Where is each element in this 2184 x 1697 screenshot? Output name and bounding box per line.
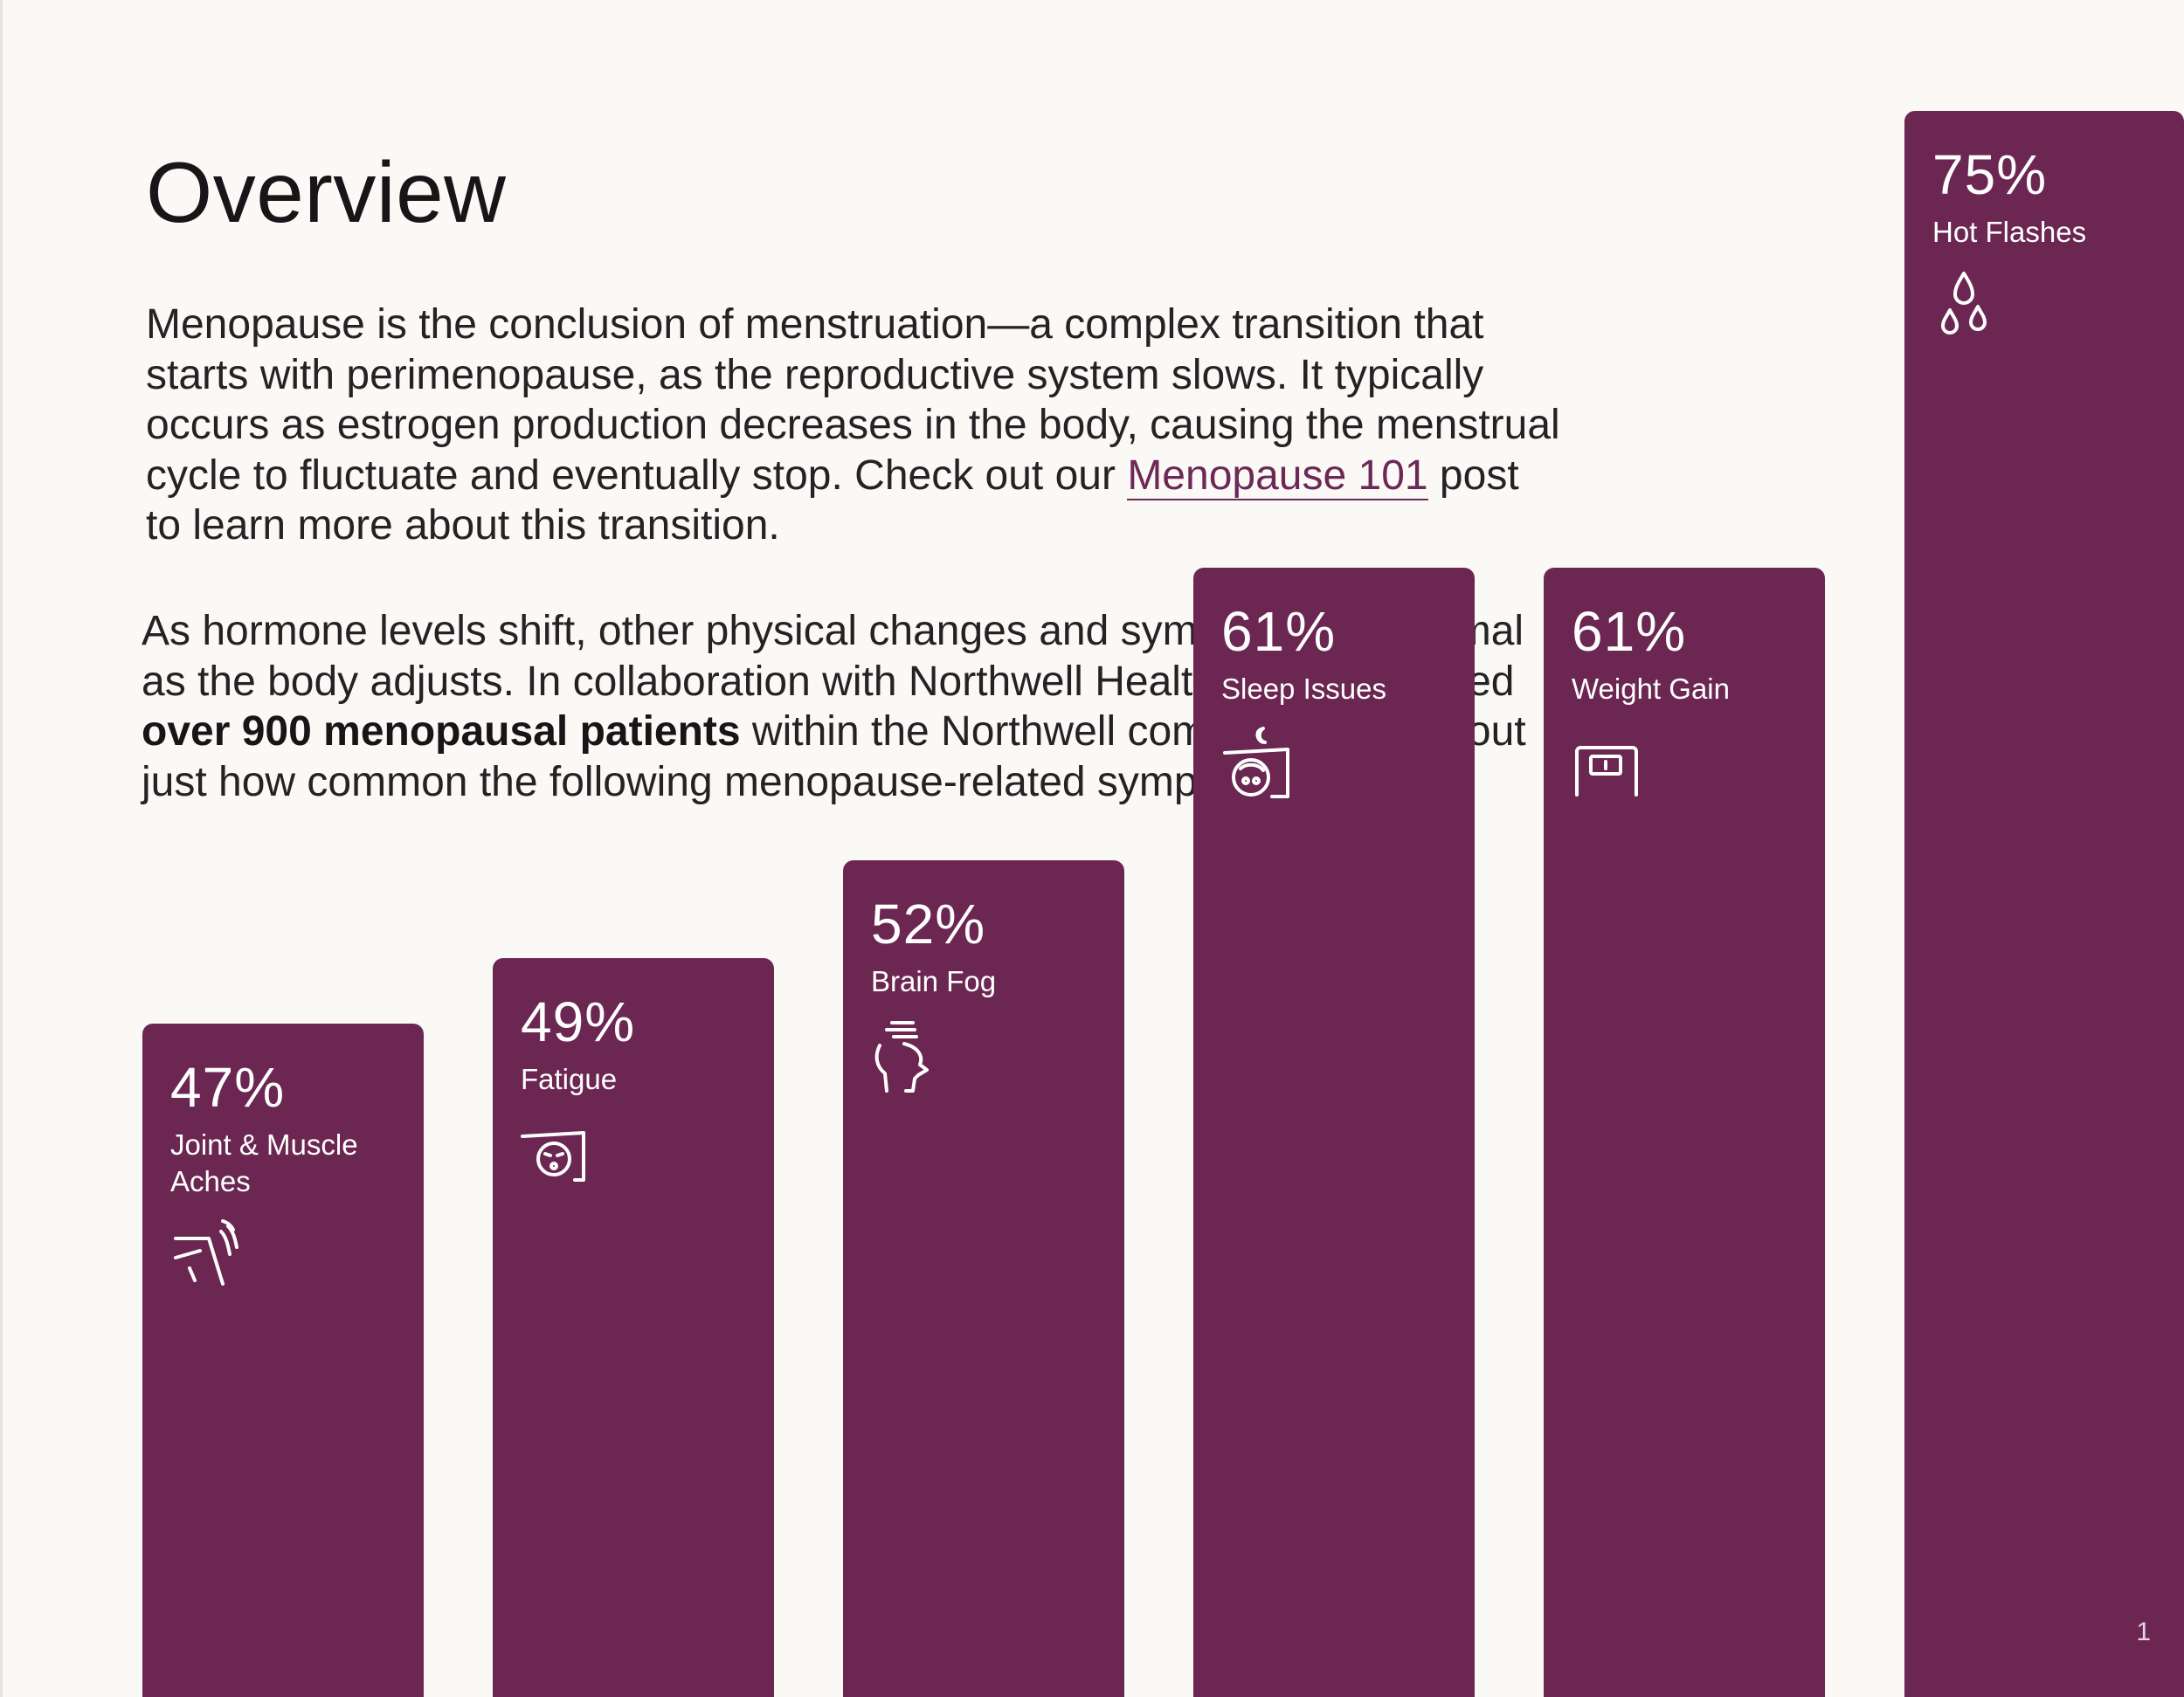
menopause-101-link[interactable]: Menopause 101 xyxy=(1127,452,1428,500)
bar-label: Joint & Muscle Aches xyxy=(170,1128,358,1197)
weight-scale-icon xyxy=(1570,725,1648,804)
joint-pain-icon xyxy=(169,1216,247,1294)
bar-fatigue: 49% Fatigue xyxy=(493,958,774,1697)
bar-value: 75% xyxy=(1932,143,2048,206)
bar-brain-fog: 52% Brain Fog xyxy=(843,860,1124,1697)
bar-weight-gain: 61% Weight Gain xyxy=(1544,568,1825,1697)
bar-hot-flashes: 75% Hot Flashes xyxy=(1904,111,2184,1697)
bar-value: 61% xyxy=(1221,600,1337,663)
bar-label: Sleep Issues xyxy=(1221,673,1386,705)
hot-flash-drops-icon xyxy=(1931,268,2009,347)
page-number: 1 xyxy=(2136,1618,2151,1646)
intro-text-2: post to learn more about this transition… xyxy=(146,452,1519,549)
survey-highlight: over 900 menopausal patients xyxy=(142,708,741,755)
brain-fog-icon xyxy=(869,1018,948,1096)
page-title: Overview xyxy=(146,144,507,240)
bar-label: Hot Flashes xyxy=(1932,216,2087,248)
sleep-icon xyxy=(1220,725,1298,804)
bar-joint-muscle-aches: 47% Joint & Muscle Aches xyxy=(142,1024,424,1697)
bar-sleep-issues: 61% Sleep Issues xyxy=(1193,568,1475,1697)
fatigue-icon xyxy=(519,1115,598,1194)
bar-value: 49% xyxy=(521,990,636,1053)
page-edge xyxy=(0,0,3,1697)
intro-text-1: Menopause is the conclusion of menstruat… xyxy=(146,301,1560,499)
bar-value: 61% xyxy=(1572,600,1687,663)
intro-paragraph: Menopause is the conclusion of menstruat… xyxy=(146,300,1561,551)
bar-value: 47% xyxy=(170,1056,286,1119)
bar-label: Weight Gain xyxy=(1572,673,1730,705)
bar-value: 52% xyxy=(871,893,986,955)
bar-label: Fatigue xyxy=(521,1063,618,1095)
bar-label: Brain Fog xyxy=(871,965,997,997)
